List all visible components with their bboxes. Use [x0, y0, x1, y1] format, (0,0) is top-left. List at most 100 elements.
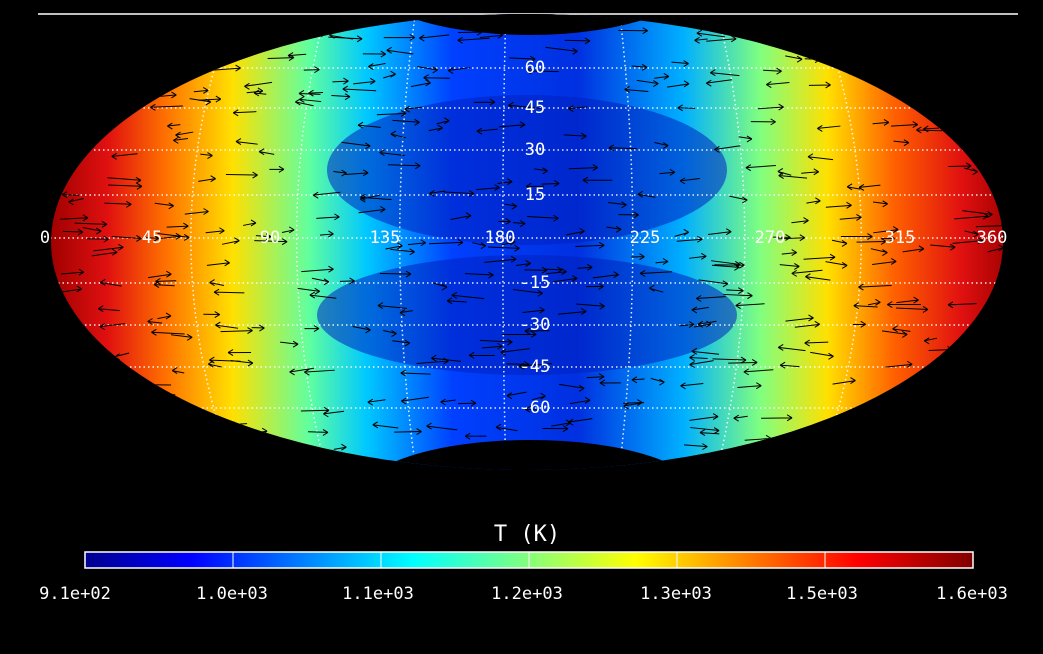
wind-arrow	[810, 351, 834, 360]
wind-arrow	[148, 270, 172, 279]
latitude-label: 30	[525, 140, 545, 160]
wind-arrow	[947, 301, 977, 309]
wind-arrow	[443, 190, 475, 197]
wind-arrow	[476, 184, 500, 192]
wind-arrow	[75, 358, 104, 366]
wind-arrow	[952, 237, 984, 245]
wind-arrow	[150, 103, 183, 111]
wind-arrow	[723, 292, 753, 300]
wind-arrow	[227, 349, 252, 357]
wind-arrow	[575, 241, 605, 249]
wind-arrow	[791, 217, 809, 225]
wind-arrow	[86, 235, 109, 243]
longitude-label: 360	[977, 228, 1008, 248]
wind-arrow	[487, 244, 520, 252]
wind-arrow	[667, 80, 690, 88]
wind-arrow	[246, 87, 264, 95]
meridian	[718, 19, 746, 461]
wind-arrow	[141, 430, 159, 439]
wind-arrow	[525, 182, 545, 190]
wind-arrow	[987, 244, 1003, 253]
wind-arrow	[82, 226, 102, 235]
wind-arrow	[390, 248, 415, 256]
wind-arrow	[896, 296, 919, 304]
wind-arrow	[785, 55, 803, 63]
wind-arrow	[944, 88, 962, 97]
wind-arrow	[710, 69, 740, 77]
wind-arrow	[513, 220, 526, 227]
wind-arrow	[872, 258, 897, 266]
wind-arrow	[139, 94, 157, 102]
longitude-label: 0	[40, 228, 50, 248]
wind-arrow	[400, 369, 431, 377]
wind-arrow	[689, 252, 707, 260]
wind-arrow	[62, 228, 84, 236]
wind-arrow	[79, 439, 112, 447]
wind-arrow	[882, 392, 906, 399]
wind-arrow	[960, 36, 985, 44]
wind-arrow	[136, 51, 157, 60]
wind-arrow	[622, 399, 643, 406]
wind-arrow	[368, 62, 386, 70]
wind-arrow	[72, 342, 88, 350]
wind-arrow	[498, 218, 511, 225]
meridian	[398, 19, 416, 461]
wind-arrow	[214, 45, 231, 53]
wind-arrow	[712, 356, 747, 364]
wind-arrow	[832, 41, 856, 49]
wind-arrow	[975, 221, 1003, 229]
wind-arrow	[189, 98, 212, 106]
wind-arrow	[200, 152, 213, 159]
wind-arrow	[831, 431, 858, 438]
wind-arrow	[559, 383, 585, 392]
wind-arrow	[390, 130, 407, 139]
wind-arrow	[436, 117, 450, 125]
wind-arrow	[707, 228, 732, 236]
wind-arrow	[831, 239, 848, 247]
wind-arrow	[501, 238, 516, 246]
wind-arrow	[745, 164, 776, 172]
longitude-label: 180	[485, 228, 516, 248]
wind-arrow	[66, 110, 80, 119]
wind-arrow	[791, 269, 823, 277]
wind-arrow	[680, 382, 704, 390]
wind-arrow	[699, 429, 720, 437]
colorbar-title: T (K)	[494, 522, 560, 547]
wind-arrow	[280, 340, 299, 348]
wind-arrow	[691, 306, 709, 314]
wind-arrow	[281, 226, 295, 234]
wind-arrow	[852, 320, 866, 328]
wind-arrow	[88, 416, 118, 424]
wind-arrow	[546, 268, 567, 276]
wind-arrow	[858, 283, 892, 291]
wind-arrow	[295, 98, 314, 107]
wind-arrow	[896, 306, 929, 313]
latitude-label: -15	[520, 273, 551, 293]
wind-arrow	[97, 305, 120, 313]
wind-arrow	[500, 348, 530, 356]
wind-arrow	[124, 412, 156, 420]
wind-arrow	[892, 325, 911, 333]
wind-arrow	[558, 308, 587, 315]
wind-arrow	[157, 312, 172, 320]
wind-arrow	[377, 302, 408, 310]
wind-arrow	[779, 361, 800, 369]
wind-arrow	[542, 425, 569, 433]
wind-arrow	[608, 201, 627, 209]
wind-arrow	[51, 69, 65, 78]
wind-arrow	[566, 227, 585, 236]
longitude-label: 315	[885, 228, 916, 248]
wind-arrow	[221, 237, 240, 245]
wind-arrow	[332, 77, 349, 85]
wind-arrow	[383, 70, 396, 79]
meridian	[502, 19, 507, 461]
wind-arrow	[576, 302, 605, 310]
wind-arrow	[966, 103, 979, 111]
wind-arrow	[846, 183, 861, 191]
wind-arrow	[207, 360, 222, 368]
wind-arrow	[481, 342, 503, 350]
wind-arrow	[893, 139, 910, 147]
wind-arrow	[639, 270, 673, 277]
wind-arrow	[297, 287, 321, 295]
wind-arrow	[706, 35, 737, 43]
